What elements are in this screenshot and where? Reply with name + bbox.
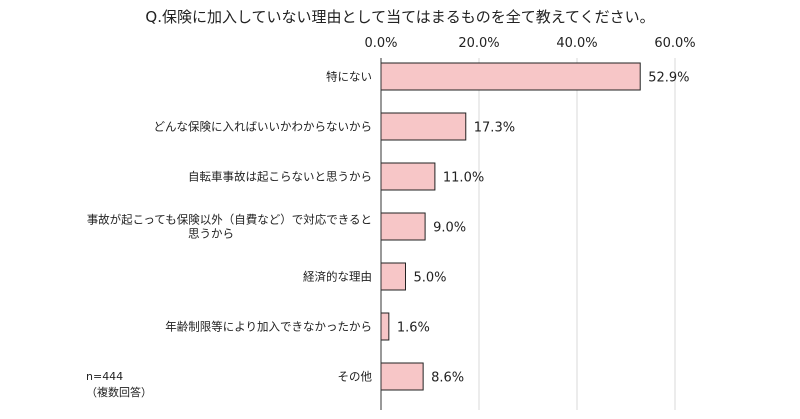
sample-size-note: n=444 bbox=[86, 370, 124, 383]
x-tick-label: 40.0% bbox=[556, 36, 597, 51]
chart-title: Q.保険に加入していない理由として当てはまるものを全て教えてください。 bbox=[145, 8, 655, 26]
answer-type-note: （複数回答） bbox=[86, 386, 152, 399]
category-label: 経済的な理由 bbox=[303, 270, 372, 284]
x-tick-label: 20.0% bbox=[458, 36, 499, 51]
data-label: 5.0% bbox=[414, 271, 447, 286]
x-tick-label: 0.0% bbox=[364, 36, 397, 51]
category-label: 特にない bbox=[326, 70, 372, 84]
category-label: 自転車事故は起こらないと思うから bbox=[188, 170, 372, 184]
bar bbox=[380, 362, 424, 391]
x-tick-label: 60.0% bbox=[654, 36, 695, 51]
data-label: 9.0% bbox=[433, 221, 466, 236]
bar bbox=[380, 312, 390, 341]
data-label: 8.6% bbox=[431, 371, 464, 386]
data-label: 17.3% bbox=[474, 121, 515, 136]
bar bbox=[380, 162, 436, 191]
bar bbox=[380, 112, 467, 141]
category-label: その他 bbox=[338, 370, 373, 384]
category-label: 事故が起こっても保険以外（自費など）で対応できると思うから bbox=[87, 213, 372, 241]
category-label: 年齢制限等により加入できなかったから bbox=[165, 320, 372, 334]
bar bbox=[380, 262, 406, 291]
data-label: 52.9% bbox=[648, 71, 689, 86]
bar bbox=[380, 212, 426, 241]
bar bbox=[380, 62, 641, 91]
data-label: 1.6% bbox=[397, 321, 430, 336]
data-label: 11.0% bbox=[443, 171, 484, 186]
category-label: どんな保険に入ればいいかわからないから bbox=[154, 120, 373, 134]
